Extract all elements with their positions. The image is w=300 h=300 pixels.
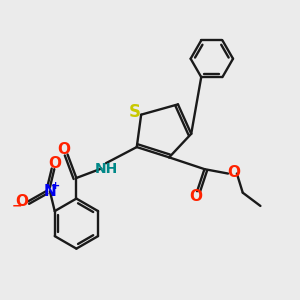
Text: O: O — [227, 165, 240, 180]
Text: O: O — [48, 156, 61, 171]
Text: N: N — [44, 184, 56, 199]
Text: NH: NH — [95, 161, 118, 176]
Text: O: O — [15, 194, 28, 209]
Text: O: O — [189, 189, 202, 204]
Text: S: S — [129, 103, 141, 121]
Text: −: − — [11, 200, 22, 212]
Text: O: O — [58, 142, 70, 157]
Text: +: + — [51, 181, 60, 191]
